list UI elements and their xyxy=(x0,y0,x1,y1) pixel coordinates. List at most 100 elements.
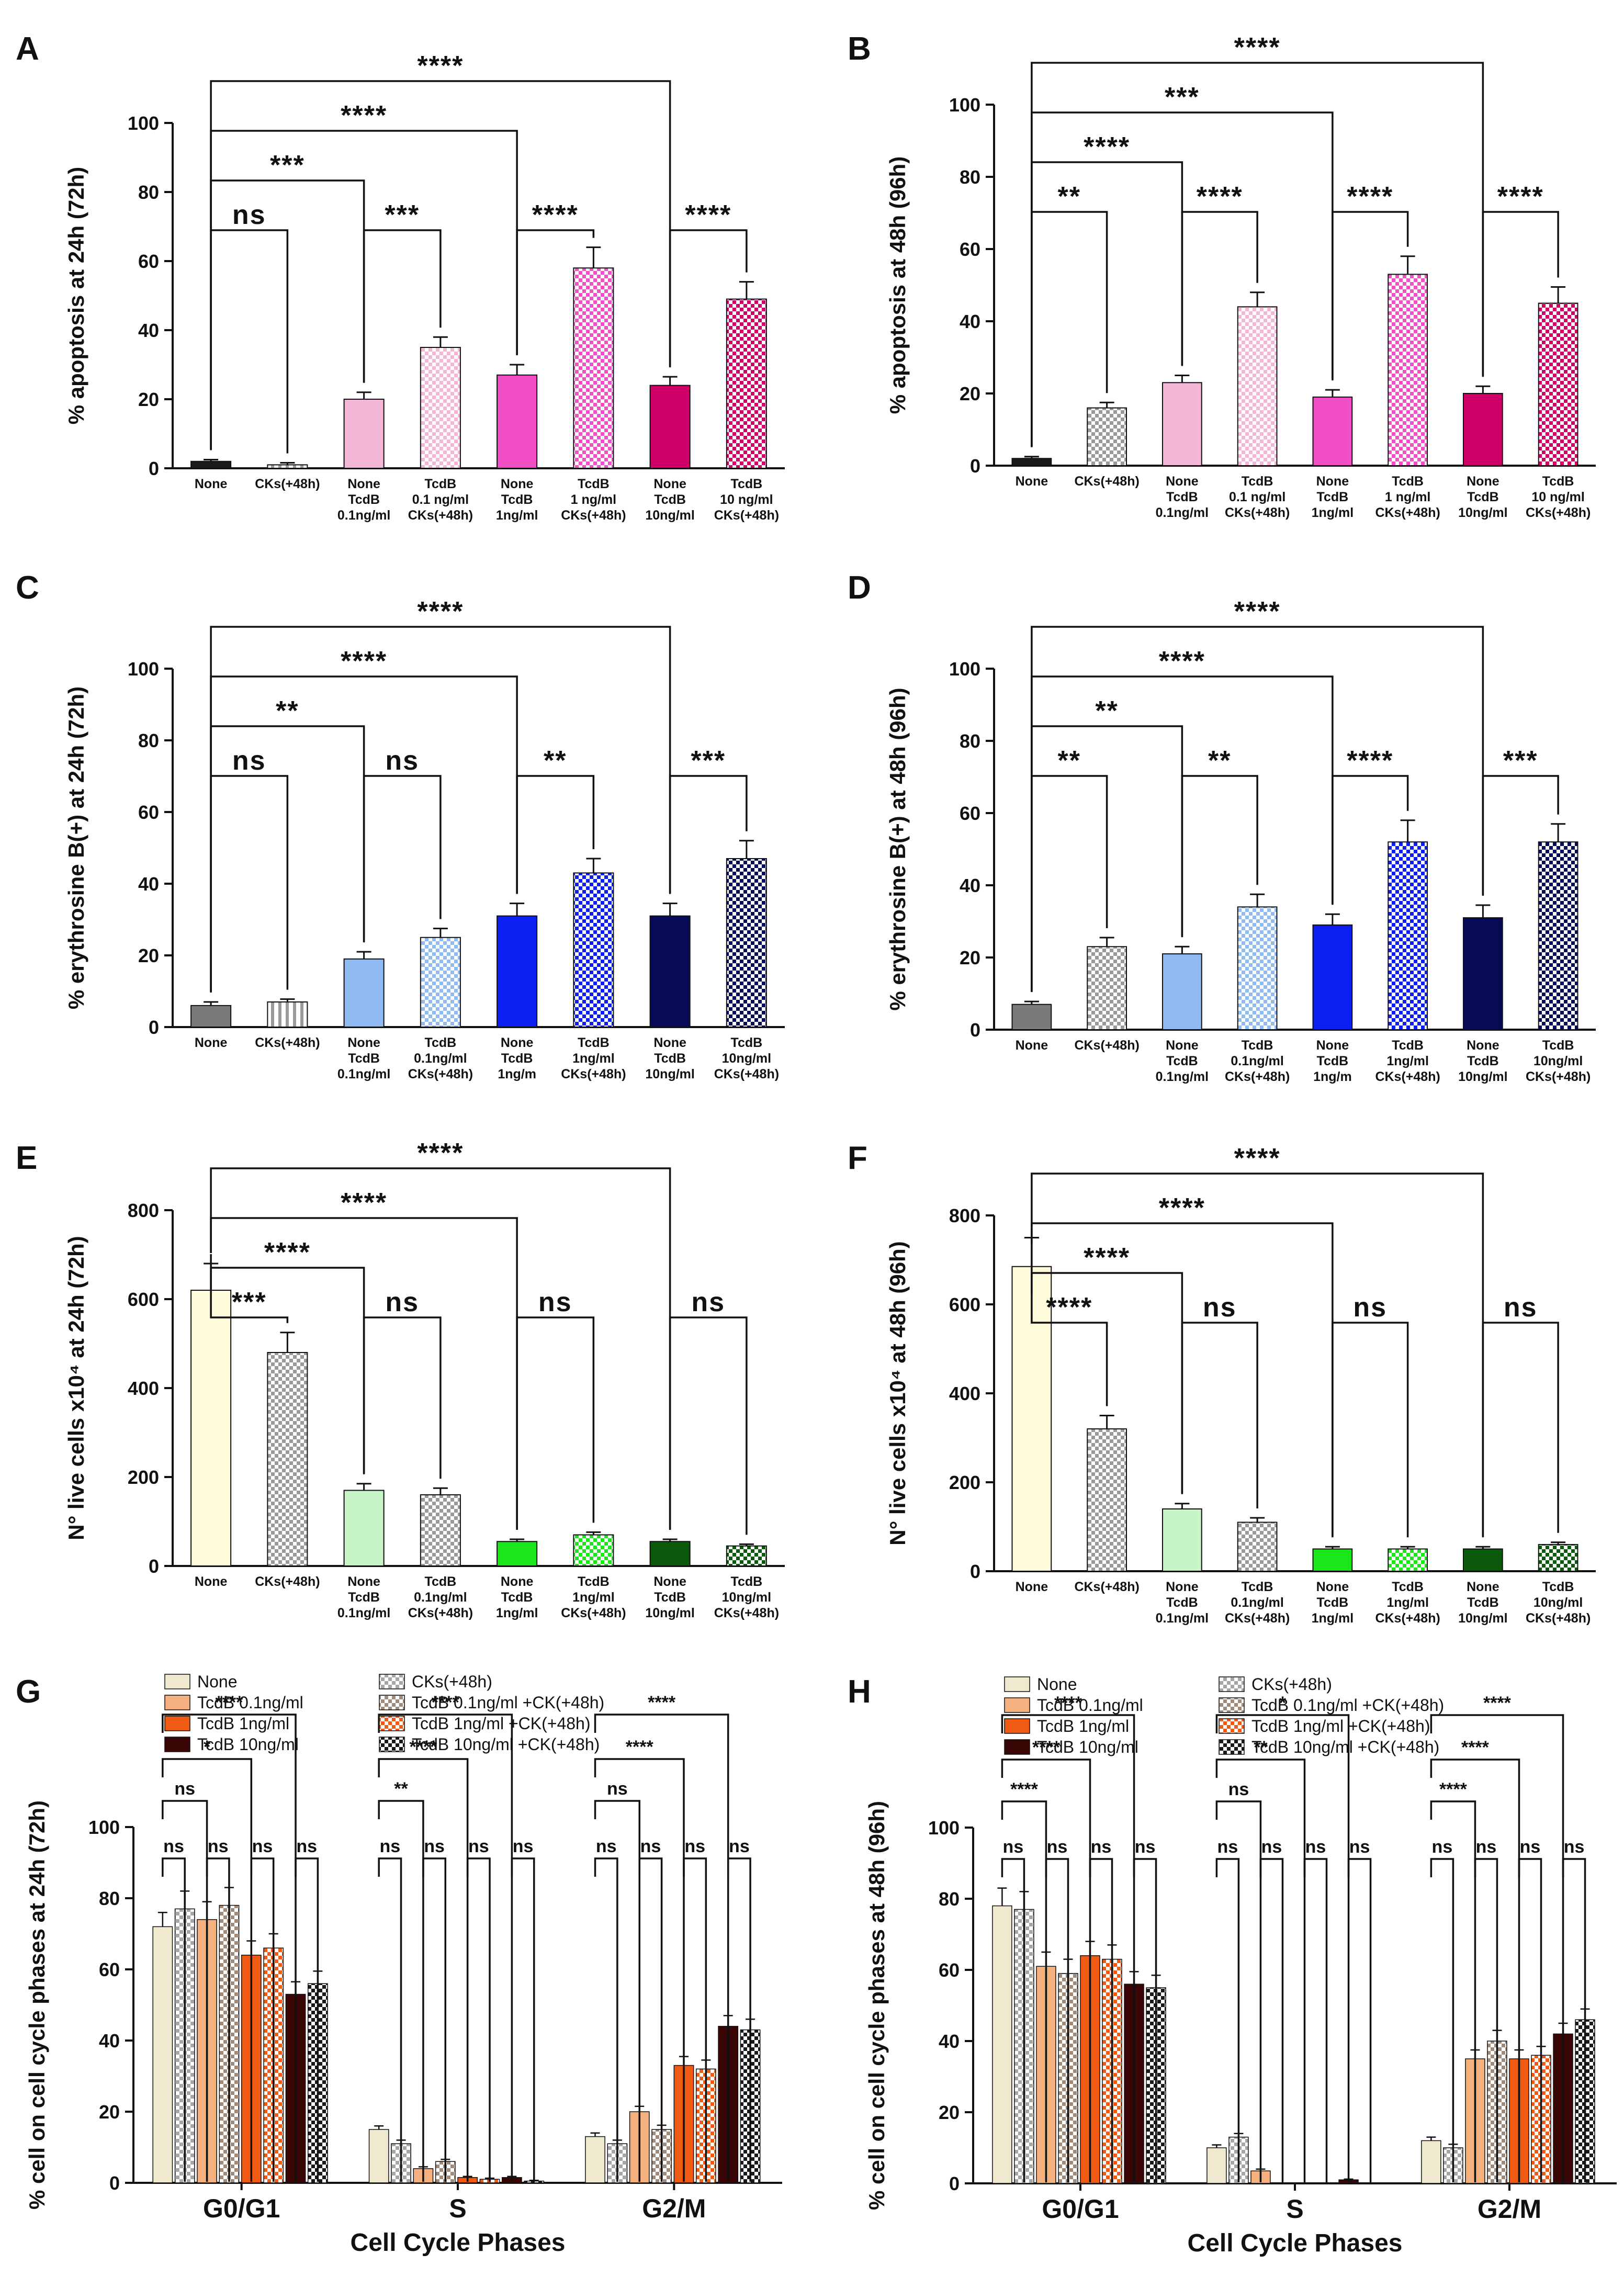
significance-label: ns xyxy=(729,1836,750,1856)
y-tick-label: 40 xyxy=(960,875,980,896)
significance-bracket xyxy=(378,1857,402,2182)
category-label: CKs(+48h) xyxy=(1526,1611,1591,1626)
significance-label: ns xyxy=(424,1836,445,1856)
significance-bracket xyxy=(1332,1322,1409,1538)
bar xyxy=(267,1352,308,1566)
category-label: None xyxy=(347,477,380,491)
y-tick-label: 0 xyxy=(970,1561,980,1582)
significance-bracket xyxy=(378,1800,424,2182)
category-label: CKs(+48h) xyxy=(714,1606,779,1620)
significance-label: ns xyxy=(640,1836,661,1856)
category-label: TcdB xyxy=(654,1051,686,1066)
significance-label: ** xyxy=(1095,696,1118,726)
significance-bracket xyxy=(363,229,442,383)
y-tick-label: 80 xyxy=(960,730,980,752)
bar xyxy=(726,1545,767,1566)
y-tick-label: 800 xyxy=(128,1200,159,1221)
category-label: 10ng/ml xyxy=(1458,1069,1507,1084)
panel-letter: C xyxy=(16,570,39,606)
category-label: None xyxy=(1467,474,1499,489)
category-label: 0.1ng/ml xyxy=(414,1051,467,1066)
significance-label: **** xyxy=(1159,646,1205,677)
significance-bracket xyxy=(363,1316,442,1479)
category-label: TcdB xyxy=(348,1590,380,1605)
significance-bracket xyxy=(1001,1800,1047,2182)
category-label: TcdB xyxy=(425,1035,457,1050)
category-label: None xyxy=(1316,1038,1349,1053)
legend-swatch xyxy=(379,1737,405,1752)
bar xyxy=(1162,953,1202,1030)
y-tick-label: 60 xyxy=(138,251,159,272)
category-label: TcdB xyxy=(1467,1595,1499,1610)
y-tick-label: 40 xyxy=(138,320,159,341)
panel-C: 0 20 40 60 80 100 % erythrosine B(+) at 24h (7… xyxy=(16,570,785,1081)
category-label: None xyxy=(1166,1580,1199,1594)
bar xyxy=(1316,2183,1337,2184)
significance-bracket xyxy=(1181,211,1258,366)
significance-bracket xyxy=(363,775,442,943)
bar xyxy=(726,298,767,469)
y-tick-label: 20 xyxy=(960,383,980,404)
y-tick-label: 100 xyxy=(128,112,159,134)
bar xyxy=(190,1005,232,1028)
significance-label: **** xyxy=(341,100,387,131)
category-label: CKs(+48h) xyxy=(255,1035,320,1050)
category-label: TcdB xyxy=(1317,1054,1349,1068)
bar xyxy=(1011,458,1052,467)
panel-letter: A xyxy=(16,31,39,67)
category-label: None xyxy=(501,1035,534,1050)
bar xyxy=(1538,1544,1578,1572)
significance-bracket xyxy=(1482,1322,1559,1538)
group-label: S xyxy=(449,2194,466,2223)
bar xyxy=(1162,1508,1202,1572)
bar xyxy=(1538,302,1578,466)
y-tick-label: 80 xyxy=(939,1888,960,1910)
significance-label: **** xyxy=(1159,1193,1205,1223)
significance-bracket xyxy=(1031,626,1484,991)
legend-label: TcdB 0.1ng/ml +CK(+48h) xyxy=(412,1693,604,1712)
category-label: CKs(+48h) xyxy=(408,1067,473,1081)
significance-bracket xyxy=(378,1758,469,2182)
significance-label: **** xyxy=(417,51,464,81)
bar xyxy=(585,2136,605,2183)
category-label: None xyxy=(1316,474,1349,489)
panel-letter: G xyxy=(16,1674,41,1710)
significance-label: **** xyxy=(409,1737,437,1757)
category-label: None xyxy=(1016,474,1048,489)
category-label: TcdB xyxy=(501,492,533,507)
significance-label: *** xyxy=(1503,746,1538,776)
category-label: None xyxy=(347,1035,380,1050)
category-label: CKs(+48h) xyxy=(561,508,626,523)
category-label: 10ng/ml xyxy=(1458,1611,1507,1626)
legend-swatch xyxy=(1004,1676,1030,1692)
category-label: CKs(+48h) xyxy=(714,508,779,523)
y-tick-label: 20 xyxy=(138,389,159,410)
y-tick-label: 20 xyxy=(939,2102,960,2123)
group-label: G2/M xyxy=(642,2194,706,2223)
category-label: TcdB xyxy=(1542,474,1574,489)
panel-letter: E xyxy=(16,1140,37,1176)
significance-label: **** xyxy=(264,1237,311,1268)
y-tick-label: 40 xyxy=(939,2031,960,2052)
significance-label: ns xyxy=(1228,1779,1249,1799)
category-label: TcdB xyxy=(1467,490,1499,504)
category-label: None xyxy=(1016,1580,1048,1594)
category-label: 1ng/ml xyxy=(1386,1054,1429,1068)
significance-bracket xyxy=(210,626,671,992)
panel-D: 0 20 40 60 80 100 % erythrosine B(+) at 48h (9… xyxy=(848,570,1596,1084)
category-label: None xyxy=(501,477,534,491)
group-label: S xyxy=(1286,2194,1303,2224)
category-label: TcdB xyxy=(731,1574,763,1589)
legend-swatch xyxy=(1004,1697,1030,1713)
y-axis-title: % apoptosis at 24h (72h) xyxy=(64,167,88,424)
category-label: 10ng/ml xyxy=(1458,505,1507,520)
category-label: 10ng/ml xyxy=(1533,1054,1583,1068)
y-tick-label: 100 xyxy=(928,1817,960,1839)
category-label: 10ng/ml xyxy=(722,1051,771,1066)
category-label: TcdB xyxy=(348,492,380,507)
significance-bracket xyxy=(1215,1714,1350,2182)
significance-label: ns xyxy=(513,1836,534,1856)
significance-label: ns xyxy=(232,200,266,230)
significance-label: **** xyxy=(1054,1693,1082,1713)
y-tick-label: 0 xyxy=(109,2172,120,2194)
